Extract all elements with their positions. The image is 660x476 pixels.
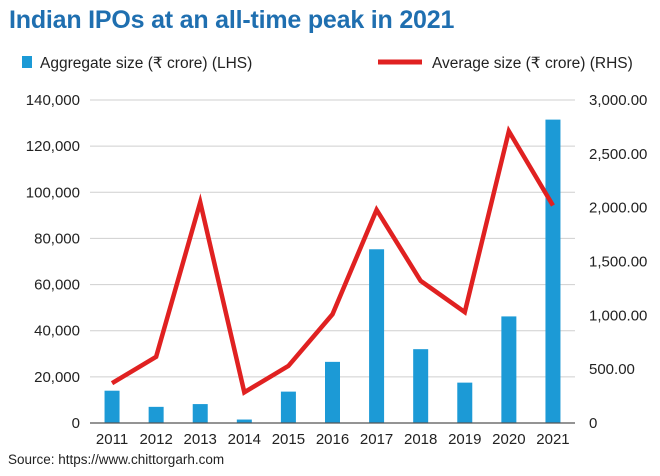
right-tick-label: 500.00	[589, 361, 635, 378]
right-tick-label: 2,000.00	[589, 200, 647, 217]
legend-bar-swatch	[22, 56, 32, 68]
x-tick-label: 2012	[139, 431, 172, 448]
grid-lines	[90, 99, 575, 378]
x-tick-label: 2014	[228, 431, 261, 448]
x-tick-label: 2017	[360, 431, 393, 448]
source-note: Source: https://www.chittorgarh.com	[8, 452, 225, 467]
bar	[192, 404, 208, 423]
x-tick-label: 2018	[404, 431, 437, 448]
left-tick-label: 0	[72, 415, 80, 432]
legend: Aggregate size (₹ crore) (LHS) Average s…	[22, 55, 633, 72]
left-tick-label: 40,000	[34, 323, 80, 340]
bar	[413, 349, 429, 423]
right-tick-label: 1,500.00	[589, 254, 647, 271]
right-axis: 0 500.00 1,000.00 1,500.00 2,000.00 2,500.00 3…	[589, 92, 647, 432]
left-tick-label: 140,000	[26, 92, 80, 109]
bar	[325, 361, 340, 423]
x-tick-label: 2011	[96, 431, 128, 448]
legend-bar-label: Aggregate size (₹ crore) (LHS)	[40, 55, 252, 72]
right-tick-label: 3,000.00	[589, 92, 647, 109]
bar	[369, 249, 385, 423]
left-tick-label: 120,000	[26, 138, 80, 155]
x-axis: 2011 2012 2013 2014 2015 2016 2017 2018 2019 2020…	[96, 431, 570, 448]
line-series	[110, 125, 555, 396]
bar	[501, 316, 517, 423]
x-tick-label: 2021	[536, 431, 569, 448]
bar	[457, 382, 473, 423]
left-tick-label: 100,000	[26, 184, 80, 201]
bar	[104, 390, 120, 423]
x-tick-label: 2015	[272, 431, 305, 448]
chart-title: Indian IPOs at an all-time peak in 2021	[9, 6, 455, 34]
right-tick-label: 1,000.00	[589, 307, 647, 324]
x-tick-label: 2013	[184, 431, 217, 448]
left-tick-label: 60,000	[34, 277, 80, 294]
left-tick-label: 80,000	[34, 230, 80, 247]
left-tick-label: 20,000	[34, 369, 80, 386]
average-size-line	[110, 125, 555, 396]
x-tick-label: 2020	[492, 431, 525, 448]
left-axis: 0 20,000 40,000 60,000 80,000 100,000 120,000 1…	[26, 92, 80, 432]
right-tick-label: 0	[589, 415, 597, 432]
bar	[545, 119, 561, 423]
x-tick-label: 2019	[448, 431, 481, 448]
x-tick-label: 2016	[316, 431, 349, 448]
right-tick-label: 2,500.00	[589, 146, 647, 163]
legend-line-label: Average size (₹ crore) (RHS)	[432, 55, 633, 72]
bar	[148, 406, 164, 423]
bar	[236, 419, 252, 423]
bar-series	[104, 119, 561, 423]
bar	[280, 391, 296, 423]
